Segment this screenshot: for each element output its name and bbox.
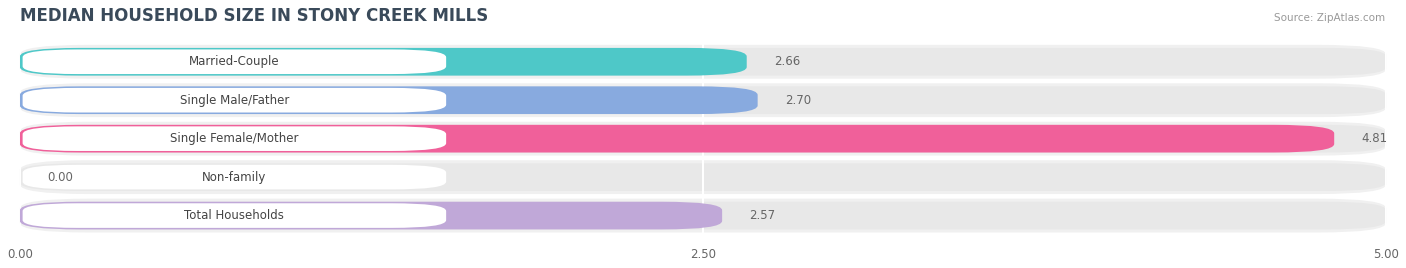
FancyBboxPatch shape xyxy=(20,199,1386,233)
FancyBboxPatch shape xyxy=(20,86,758,114)
FancyBboxPatch shape xyxy=(22,50,446,74)
Text: Married-Couple: Married-Couple xyxy=(188,55,280,68)
FancyBboxPatch shape xyxy=(20,125,1334,152)
FancyBboxPatch shape xyxy=(22,88,446,113)
Text: 2.70: 2.70 xyxy=(785,94,811,107)
FancyBboxPatch shape xyxy=(20,163,1386,191)
Text: MEDIAN HOUSEHOLD SIZE IN STONY CREEK MILLS: MEDIAN HOUSEHOLD SIZE IN STONY CREEK MIL… xyxy=(20,7,488,25)
Text: 4.81: 4.81 xyxy=(1361,132,1388,145)
FancyBboxPatch shape xyxy=(20,202,1386,229)
FancyBboxPatch shape xyxy=(20,122,1386,156)
Text: Source: ZipAtlas.com: Source: ZipAtlas.com xyxy=(1274,13,1385,23)
Text: Total Households: Total Households xyxy=(184,209,284,222)
Text: 2.57: 2.57 xyxy=(749,209,776,222)
FancyBboxPatch shape xyxy=(22,165,446,189)
Text: Non-family: Non-family xyxy=(202,171,267,184)
FancyBboxPatch shape xyxy=(20,86,1386,114)
FancyBboxPatch shape xyxy=(22,126,446,151)
FancyBboxPatch shape xyxy=(20,125,1386,152)
FancyBboxPatch shape xyxy=(20,83,1386,117)
Text: Single Male/Father: Single Male/Father xyxy=(180,94,290,107)
Text: 2.66: 2.66 xyxy=(775,55,800,68)
Text: Single Female/Mother: Single Female/Mother xyxy=(170,132,298,145)
FancyBboxPatch shape xyxy=(20,48,1386,76)
FancyBboxPatch shape xyxy=(20,48,747,76)
FancyBboxPatch shape xyxy=(20,202,723,229)
FancyBboxPatch shape xyxy=(20,160,1386,194)
Text: 0.00: 0.00 xyxy=(48,171,73,184)
FancyBboxPatch shape xyxy=(22,203,446,228)
FancyBboxPatch shape xyxy=(20,45,1386,79)
